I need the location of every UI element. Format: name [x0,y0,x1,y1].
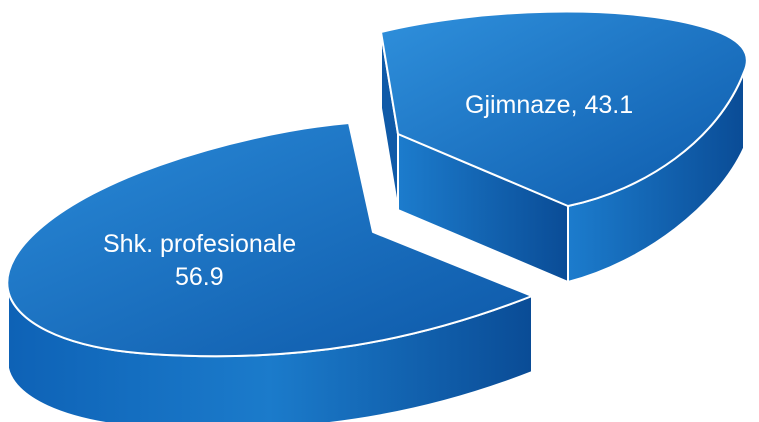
pie-slice-gjimnaze [380,10,748,283]
slice-shk-profesionale-top [6,122,533,358]
data-label-gjimnaze: Gjimnaze, 43.1 [465,91,633,119]
slice-gjimnaze-top [380,10,748,207]
data-label-shk-profesionale-name: Shk. profesionale [103,230,296,258]
data-label-shk-profesionale-value: 56.9 [175,263,224,291]
